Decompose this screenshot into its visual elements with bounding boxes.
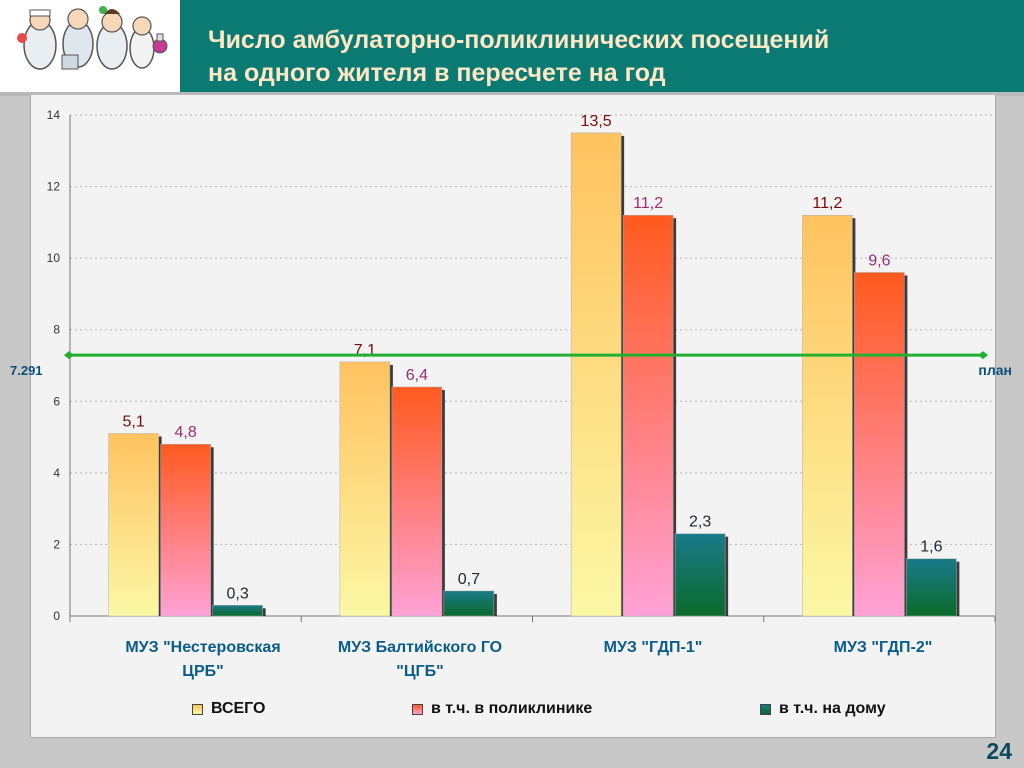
bar-1-3 <box>570 132 622 617</box>
legend-swatch-polyclinic <box>412 703 423 715</box>
data-label: 11,2 <box>633 195 663 212</box>
category-label-1-line-2: ЦРБ" <box>182 663 224 680</box>
y-tick-label: 14 <box>47 108 61 122</box>
legend-item-home: в т.ч. на дому <box>760 700 886 718</box>
bar-2-3 <box>622 214 674 617</box>
category-label-2-line-1: МУЗ Балтийского ГО <box>337 639 503 656</box>
y-tick-label: 2 <box>53 537 60 551</box>
data-label: 13,5 <box>581 113 612 130</box>
data-label: 2,3 <box>689 514 711 531</box>
slide-title: Число амбулаторно-поликлинических посеще… <box>208 24 988 90</box>
y-tick-label: 12 <box>47 180 61 194</box>
data-label: 9,6 <box>868 252 890 269</box>
doctors-cartoon-logo <box>0 0 180 92</box>
y-tick-label: 0 <box>53 609 60 623</box>
y-tick-label: 8 <box>53 323 60 337</box>
category-label-4-line-1: МУЗ "ГДП-2" <box>833 639 933 656</box>
header-divider <box>0 92 1024 96</box>
legend-item-polyclinic: в т.ч. в поликлинике <box>412 700 592 718</box>
bar-2-1 <box>160 443 211 617</box>
data-label: 4,8 <box>175 424 197 441</box>
y-tick-label: 4 <box>53 466 60 480</box>
plan-line-marker-left <box>64 351 74 360</box>
y-tick-label: 10 <box>47 251 61 265</box>
data-label: 0,7 <box>458 571 480 588</box>
plan-line-marker-right <box>978 351 988 360</box>
category-label-2-line-2: "ЦГБ" <box>396 663 444 680</box>
category-label-4: МУЗ "ГДП-2" <box>778 636 988 660</box>
data-label: 11,2 <box>812 195 842 212</box>
category-label-1-line-1: МУЗ "Нестеровская <box>125 639 281 656</box>
legend-label-polyclinic: в т.ч. в поликлинике <box>431 700 593 717</box>
data-label: 0,3 <box>227 585 249 602</box>
title-line-1: Число амбулаторно-поликлинических посеще… <box>208 26 830 54</box>
y-tick-label: 6 <box>53 394 60 408</box>
bar-1-2 <box>339 361 391 617</box>
data-label: 1,6 <box>920 539 942 556</box>
category-label-2: МУЗ Балтийского ГО "ЦГБ" <box>315 636 525 684</box>
page-number: 24 <box>986 738 1012 764</box>
plan-value-label: 7.291 <box>10 363 43 378</box>
bar-3-1 <box>212 605 263 617</box>
bar-1-1 <box>108 433 159 617</box>
legend-label-home: в т.ч. на дому <box>779 700 886 717</box>
bar-3-4 <box>906 558 957 617</box>
legend-label-total: ВСЕГО <box>211 700 266 717</box>
bar-2-4 <box>854 272 905 617</box>
bar-3-2 <box>443 590 495 617</box>
title-line-2: на одного жителя в пересчете на год <box>208 59 666 87</box>
legend-swatch-total <box>192 703 203 715</box>
bar-3-3 <box>674 533 726 617</box>
plan-label: план <box>978 362 1012 378</box>
bar-1-4 <box>802 214 853 617</box>
data-label: 5,1 <box>123 413 145 430</box>
category-label-3-line-1: МУЗ "ГДП-1" <box>603 639 703 656</box>
legend-swatch-home <box>760 703 771 715</box>
data-label: 6,4 <box>406 367 428 384</box>
category-label-1: МУЗ "Нестеровская ЦРБ" <box>98 636 308 684</box>
category-label-3: МУЗ "ГДП-1" <box>548 636 758 660</box>
bar-2-2 <box>391 386 443 617</box>
legend-item-total: ВСЕГО <box>192 700 265 718</box>
